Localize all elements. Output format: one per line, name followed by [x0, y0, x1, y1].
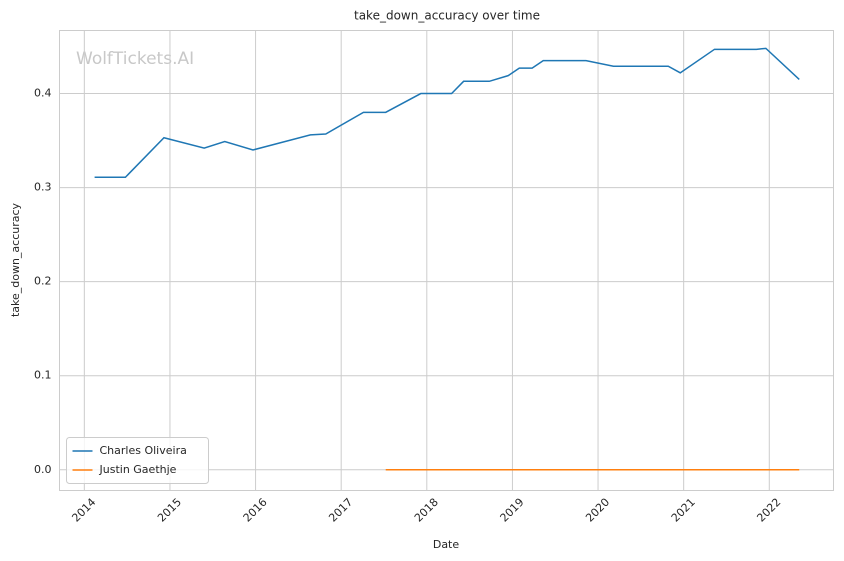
- x-tick-label: 2014: [69, 496, 98, 525]
- x-axis-label: Date: [433, 538, 460, 551]
- line-series: [94, 47, 800, 178]
- watermark: WolfTickets.AI: [76, 49, 194, 69]
- x-tick-label: 2021: [669, 496, 698, 525]
- y-axis-label: take_down_accuracy: [9, 202, 22, 317]
- y-tick-label: 0.1: [34, 369, 52, 382]
- y-tick-label: 0.3: [34, 181, 52, 194]
- x-tick-label: 2017: [326, 496, 355, 525]
- y-tick-label: 0.0: [34, 463, 52, 476]
- y-tick-label: 0.2: [34, 275, 52, 288]
- x-tick-label: 2015: [155, 496, 184, 525]
- x-tick-label: 2019: [498, 496, 527, 525]
- legend-box: [66, 437, 209, 484]
- legend-label: Justin Gaethje: [99, 463, 177, 476]
- x-tick-label: 2022: [754, 496, 783, 525]
- y-tick-label: 0.4: [34, 87, 52, 100]
- plot-frame: [59, 30, 834, 491]
- legend-label: Charles Oliveira: [100, 444, 187, 457]
- x-tick-label: 2016: [241, 496, 270, 525]
- x-tick-label: 2018: [412, 496, 441, 525]
- chart-title: take_down_accuracy over time: [354, 9, 540, 23]
- x-tick-label: 2020: [583, 496, 612, 525]
